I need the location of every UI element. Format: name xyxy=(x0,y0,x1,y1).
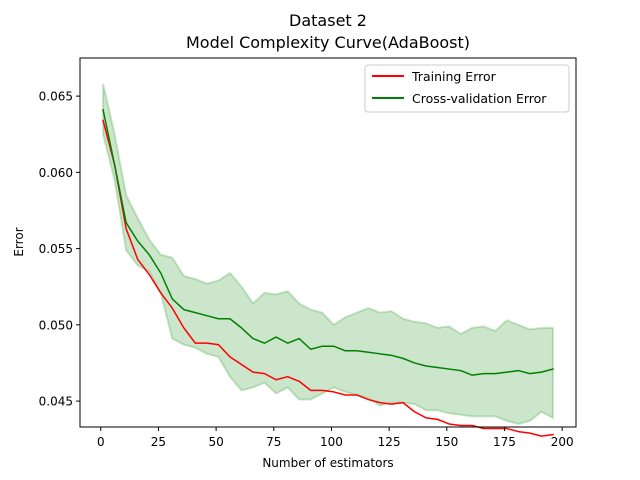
plot-frame xyxy=(79,57,577,428)
x-tick-label: 200 xyxy=(551,435,574,449)
cv-std-band-layer xyxy=(102,83,554,425)
chart-subtitle: Model Complexity Curve(AdaBoost) xyxy=(186,33,470,52)
cv-std-band xyxy=(102,83,554,425)
y-axis-label: Error xyxy=(12,227,26,256)
x-axis: 0 25 50 75 100 125 150 175 200 xyxy=(97,427,574,449)
x-tick-label: 75 xyxy=(266,435,281,449)
x-tick-label: 150 xyxy=(435,435,458,449)
y-tick-label: 0.060 xyxy=(39,166,73,180)
legend-label-training-error: Training Error xyxy=(411,69,497,84)
legend-label-cross-validation-error: Cross-validation Error xyxy=(412,91,547,106)
legend-box xyxy=(364,64,570,113)
x-tick-label: 100 xyxy=(320,435,343,449)
x-tick-label: 50 xyxy=(208,435,223,449)
y-tick-label: 0.055 xyxy=(39,242,73,256)
cross-validation-error-line xyxy=(102,108,554,376)
y-axis: 0.045 0.050 0.055 0.060 0.065 xyxy=(39,90,80,409)
legend: Training Error Cross-validation Error xyxy=(364,64,570,113)
x-tick-label: 25 xyxy=(151,435,166,449)
x-tick-label: 175 xyxy=(493,435,516,449)
x-tick-label: 125 xyxy=(378,435,401,449)
x-axis-label: Number of estimators xyxy=(262,456,393,470)
y-tick-label: 0.065 xyxy=(39,90,73,104)
y-tick-label: 0.045 xyxy=(39,395,73,409)
chart-title: Dataset 2 xyxy=(289,11,367,30)
x-tick-label: 0 xyxy=(97,435,105,449)
y-tick-label: 0.050 xyxy=(39,318,73,332)
